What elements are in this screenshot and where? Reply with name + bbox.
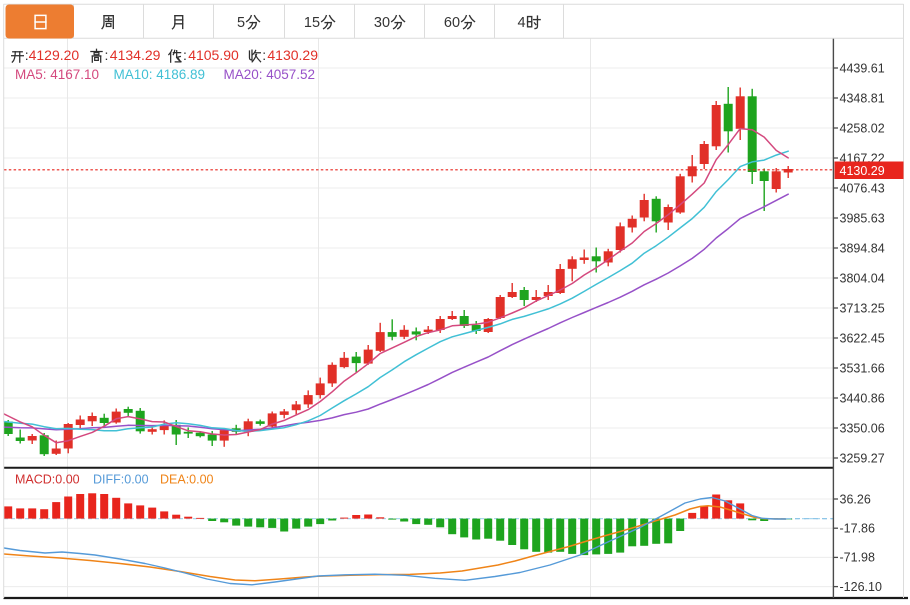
svg-text:5: 5: [237, 15, 245, 31]
svg-text:MA5: 4167.10: MA5: 4167.10: [15, 67, 99, 82]
svg-text:4130.29: 4130.29: [840, 164, 885, 178]
svg-text:36.26: 36.26: [840, 492, 871, 506]
svg-text:4076.43: 4076.43: [840, 181, 885, 195]
svg-text:DEA:0.00: DEA:0.00: [160, 473, 214, 487]
svg-text::: :: [105, 47, 109, 63]
svg-text:4130.29: 4130.29: [267, 47, 318, 63]
svg-text:15: 15: [304, 15, 320, 31]
svg-text:-17.86: -17.86: [840, 522, 875, 536]
svg-text:4439.61: 4439.61: [840, 61, 885, 75]
svg-text:-71.98: -71.98: [840, 551, 875, 565]
svg-text:3350.06: 3350.06: [840, 421, 885, 435]
svg-text:DIFF:0.00: DIFF:0.00: [93, 473, 149, 487]
svg-text::: :: [262, 47, 266, 63]
svg-text:4348.81: 4348.81: [840, 91, 885, 105]
svg-text:4: 4: [517, 15, 525, 31]
svg-text:-126.10: -126.10: [840, 580, 882, 594]
svg-text:3894.84: 3894.84: [840, 241, 885, 255]
svg-text:4258.02: 4258.02: [840, 121, 885, 135]
svg-text:4129.20: 4129.20: [29, 47, 80, 63]
svg-text:3259.27: 3259.27: [840, 451, 885, 465]
svg-text:MACD:0.00: MACD:0.00: [15, 473, 80, 487]
svg-text:30: 30: [374, 15, 390, 31]
svg-text:3531.66: 3531.66: [840, 361, 885, 375]
svg-text:MA10: 4186.89: MA10: 4186.89: [114, 67, 206, 82]
svg-text:3622.45: 3622.45: [840, 331, 885, 345]
svg-text::: :: [25, 47, 29, 63]
svg-text:60: 60: [444, 15, 460, 31]
svg-text:3713.25: 3713.25: [840, 301, 885, 315]
svg-text:3985.63: 3985.63: [840, 211, 885, 225]
svg-text:4105.90: 4105.90: [188, 47, 239, 63]
svg-text:3440.86: 3440.86: [840, 391, 885, 405]
svg-text:3804.04: 3804.04: [840, 271, 885, 285]
svg-text:MA20: 4057.52: MA20: 4057.52: [224, 67, 316, 82]
svg-text::: :: [183, 47, 187, 63]
svg-text:4134.29: 4134.29: [110, 47, 161, 63]
